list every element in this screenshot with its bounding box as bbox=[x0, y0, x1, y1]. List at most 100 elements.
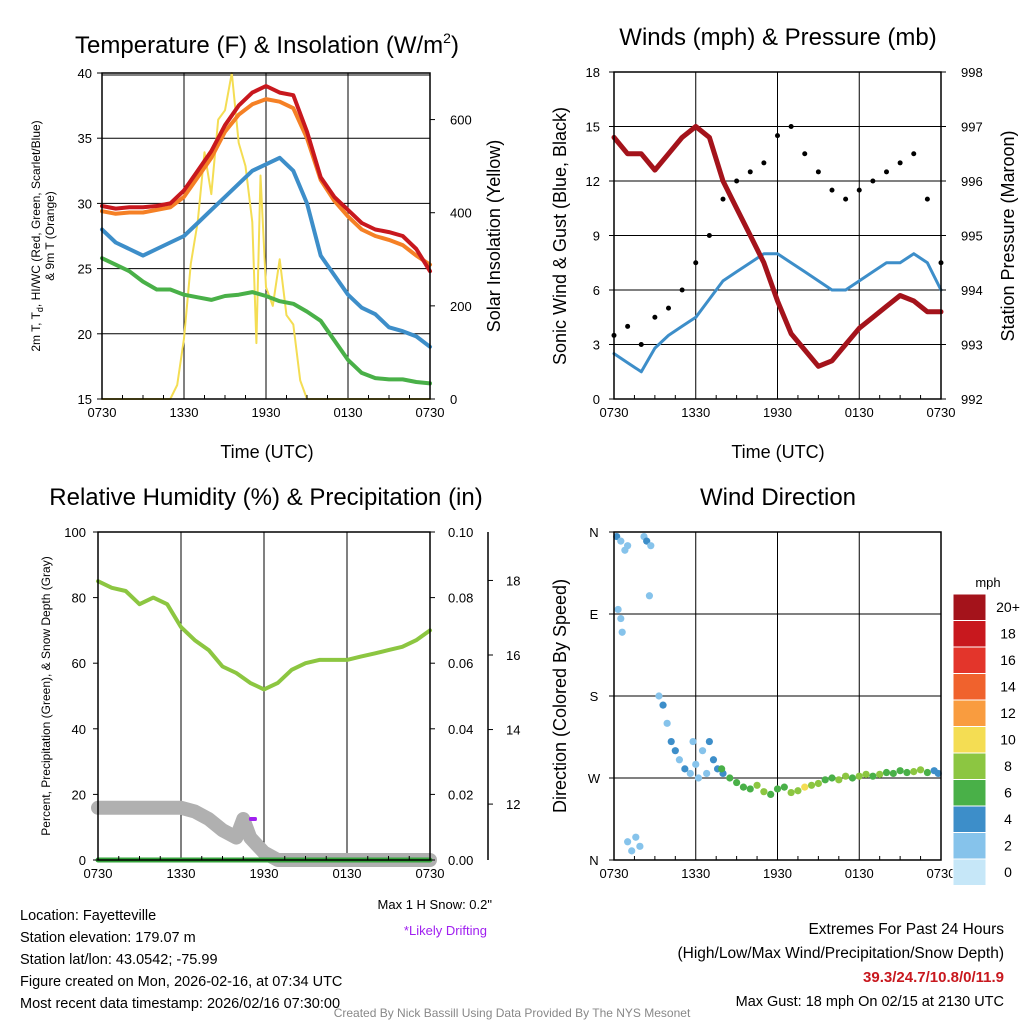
snow-ytick: 18 bbox=[506, 573, 520, 588]
rh-ytick: 100 bbox=[64, 525, 86, 540]
gust-point bbox=[788, 124, 794, 129]
wind-ytick: 18 bbox=[586, 65, 600, 80]
figure-created: Figure created on Mon, 2026-02-16, at 07… bbox=[20, 974, 343, 990]
direction-point bbox=[753, 781, 761, 789]
winds-panel: Winds (mph) & Pressure (mb) 0730 1330 1930… bbox=[550, 24, 1018, 462]
direction-point bbox=[663, 719, 671, 727]
gust-point bbox=[884, 169, 889, 175]
gust-point bbox=[870, 178, 876, 184]
rh-ytick: 80 bbox=[72, 591, 86, 606]
direction-point bbox=[667, 737, 675, 746]
gust-point bbox=[856, 187, 862, 193]
rh-ytick: 20 bbox=[72, 787, 86, 802]
extremes-subtitle: (High/Low/Max Wind/Precipitation/Snow De… bbox=[677, 945, 1005, 962]
colorbar-swatch bbox=[952, 593, 987, 621]
station-info: Location: Fayetteville Station elevation… bbox=[20, 905, 342, 1015]
direction-grid bbox=[614, 532, 941, 860]
colorbar-label: 10 bbox=[1000, 732, 1016, 748]
direction-point bbox=[876, 770, 884, 778]
colorbar-label: 14 bbox=[1000, 679, 1016, 695]
speed-colorbar: 20+ 18 16 14 12 10 8 6 4 2 0 bbox=[952, 593, 1020, 886]
dir-xtick: 1330 bbox=[681, 866, 710, 881]
gust-point bbox=[775, 133, 780, 139]
credit-line: Created By Nick Bassill Using Data Provi… bbox=[333, 1006, 691, 1020]
gust-point bbox=[666, 305, 671, 311]
insolation-ytick: 600 bbox=[450, 113, 472, 128]
direction-point bbox=[671, 747, 679, 755]
dir-ytick: N bbox=[589, 853, 598, 868]
direction-point bbox=[694, 774, 703, 782]
relative-humidity-line bbox=[96, 579, 432, 692]
gust-point bbox=[679, 287, 685, 293]
pressure-ytick: 993 bbox=[961, 338, 983, 353]
insolation-ylabel: Solar Insolation (Yellow) bbox=[484, 140, 504, 332]
direction-point bbox=[903, 768, 911, 777]
direction-point bbox=[681, 765, 689, 773]
pressure-ytick: 997 bbox=[961, 120, 983, 135]
temperature-ylabel: 2m T, Td, HI/WC (Red, Green, Scarlet/Blu… bbox=[29, 120, 45, 351]
gust-point bbox=[638, 342, 644, 347]
direction-point bbox=[726, 774, 734, 782]
drifting-marker bbox=[248, 817, 257, 821]
direction-point bbox=[889, 769, 897, 778]
direction-point bbox=[686, 769, 694, 778]
rh-ytick: 0 bbox=[79, 853, 86, 868]
direction-point bbox=[807, 781, 816, 789]
temp-ytick: 30 bbox=[78, 196, 92, 211]
rh-ytick: 60 bbox=[72, 656, 86, 671]
rh-xtick: 0730 bbox=[84, 866, 113, 881]
insolation-ytick: 200 bbox=[450, 299, 472, 314]
sonic-wind-line bbox=[612, 252, 943, 374]
winds-grid bbox=[614, 72, 941, 399]
gust-point bbox=[720, 196, 726, 202]
winds-series bbox=[611, 124, 944, 374]
wind-ytick: 15 bbox=[586, 120, 600, 135]
temp-ytick: 25 bbox=[78, 262, 92, 277]
humidity-frame bbox=[97, 531, 431, 861]
direction-point bbox=[733, 778, 741, 787]
snow-ytick: 14 bbox=[506, 723, 520, 738]
precip-ytick: 0.10 bbox=[448, 525, 473, 540]
direction-point bbox=[632, 833, 640, 841]
colorbar-label: 4 bbox=[1004, 811, 1012, 827]
direction-point bbox=[617, 537, 625, 545]
winds-ticks: 0730 1330 1930 0130 073003691215189929939949… bbox=[586, 65, 983, 420]
direction-ylabel: Direction (Colored By Speed) bbox=[550, 579, 570, 813]
humidity-ylabel: Percent, Precipitation (Green), & Snow D… bbox=[39, 556, 53, 835]
snow-depth-line bbox=[91, 800, 437, 867]
temperature-frame bbox=[101, 72, 431, 400]
wind-ytick: 3 bbox=[593, 338, 600, 353]
snow-ytick: 12 bbox=[506, 797, 520, 812]
direction-point bbox=[835, 776, 843, 784]
direction-point bbox=[801, 783, 809, 791]
station-elevation: Station elevation: 179.07 m bbox=[20, 930, 196, 946]
direction-point bbox=[767, 790, 775, 799]
colorbar-swatch bbox=[952, 699, 987, 727]
temp-ytick: 15 bbox=[78, 392, 92, 407]
recent-timestamp: Most recent data timestamp: 2026/02/16 0… bbox=[20, 996, 341, 1012]
gust-point bbox=[734, 178, 740, 184]
direction-point bbox=[675, 756, 684, 764]
colorbar-swatch bbox=[952, 726, 987, 754]
dir-xtick: 0130 bbox=[845, 866, 874, 881]
temp-ytick: 40 bbox=[78, 66, 92, 81]
direction-point bbox=[848, 774, 857, 782]
direction-point bbox=[916, 766, 925, 774]
direction-point bbox=[617, 614, 625, 623]
direction-point bbox=[882, 768, 891, 777]
direction-point bbox=[636, 842, 644, 850]
winds-ylabel: Sonic Wind & Gust (Blue, Black) bbox=[550, 107, 570, 365]
colorbar-label: 0 bbox=[1004, 864, 1012, 880]
direction-series bbox=[613, 532, 942, 855]
direction-point bbox=[862, 770, 870, 778]
direction-point bbox=[709, 756, 718, 764]
pressure-ytick: 992 bbox=[961, 392, 983, 407]
colorbar-swatch bbox=[952, 805, 987, 833]
precip-ytick: 0.04 bbox=[448, 722, 473, 737]
colorbar-swatch bbox=[952, 779, 987, 807]
rh-ytick: 40 bbox=[72, 722, 86, 737]
colorbar-swatch bbox=[952, 752, 987, 780]
gust-point bbox=[815, 169, 821, 175]
dir-ytick: E bbox=[590, 607, 599, 622]
